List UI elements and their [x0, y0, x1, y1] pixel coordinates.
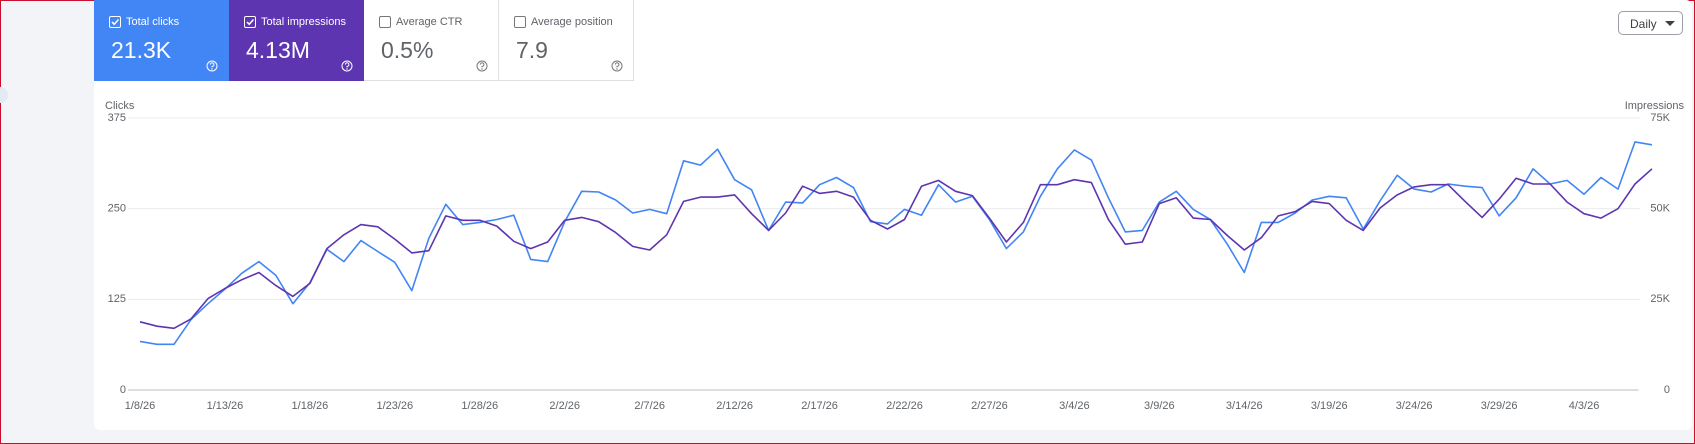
y2-axis-title: Impressions	[1625, 100, 1685, 112]
metric-value: 4.13M	[246, 37, 310, 63]
y-tick-label: 0	[120, 384, 126, 396]
metric-label: Total clicks	[126, 16, 180, 28]
help-icon[interactable]	[341, 59, 353, 77]
y-tick-label: 375	[108, 112, 126, 124]
x-tick-label: 3/29/26	[1481, 400, 1518, 412]
x-tick-label: 3/24/26	[1396, 400, 1433, 412]
checkbox[interactable]	[244, 16, 256, 28]
x-tick-label: 1/28/26	[461, 400, 498, 412]
y-tick-label: 250	[108, 203, 126, 215]
series-line	[139, 168, 1653, 330]
x-tick-label: 3/9/26	[1144, 400, 1175, 412]
help-icon[interactable]	[611, 59, 623, 77]
granularity-label: Daily	[1630, 17, 1657, 31]
x-tick-label: 2/2/26	[549, 400, 580, 412]
checkbox[interactable]	[379, 16, 391, 28]
metric-label: Total impressions	[261, 16, 346, 28]
chart-panel	[94, 0, 1692, 430]
y2-tick-label: 0	[1664, 384, 1670, 396]
x-tick-label: 3/19/26	[1311, 400, 1348, 412]
metric-card[interactable]: Total impressions 4.13M	[229, 0, 364, 81]
x-tick-label: 2/7/26	[634, 400, 665, 412]
metric-card[interactable]: Average CTR 0.5%	[364, 0, 499, 81]
checkbox[interactable]	[514, 16, 526, 28]
metric-card[interactable]: Total clicks 21.3K	[94, 0, 229, 81]
x-tick-label: 1/18/26	[292, 400, 329, 412]
x-tick-label: 2/27/26	[971, 400, 1008, 412]
x-tick-label: 1/23/26	[376, 400, 413, 412]
y-axis-title: Clicks	[105, 100, 135, 112]
x-tick-label: 3/14/26	[1226, 400, 1263, 412]
help-icon[interactable]	[206, 59, 218, 77]
checkbox[interactable]	[109, 16, 121, 28]
x-tick-label: 2/22/26	[886, 400, 923, 412]
series-line	[139, 141, 1653, 346]
granularity-dropdown[interactable]: Daily	[1618, 11, 1683, 35]
metric-value: 0.5%	[381, 37, 434, 63]
x-tick-label: 3/4/26	[1059, 400, 1090, 412]
x-tick-label: 1/13/26	[207, 400, 244, 412]
sidebar-handle	[0, 87, 8, 103]
metric-label: Average CTR	[396, 16, 463, 28]
y2-tick-label: 50K	[1650, 203, 1670, 215]
y2-tick-label: 25K	[1650, 293, 1670, 305]
y2-tick-label: 75K	[1650, 112, 1670, 124]
metric-value: 21.3K	[111, 37, 172, 63]
x-tick-label: 4/3/26	[1569, 400, 1600, 412]
metric-label: Average position	[531, 16, 613, 28]
x-tick-label: 2/17/26	[801, 400, 838, 412]
metric-card[interactable]: Average position 7.9	[499, 0, 634, 81]
help-icon[interactable]	[476, 59, 488, 77]
y-tick-label: 125	[108, 293, 126, 305]
x-tick-label: 1/8/26	[125, 400, 156, 412]
x-tick-label: 2/12/26	[716, 400, 753, 412]
metric-value: 7.9	[516, 37, 548, 63]
dropdown-arrow	[1665, 21, 1675, 26]
